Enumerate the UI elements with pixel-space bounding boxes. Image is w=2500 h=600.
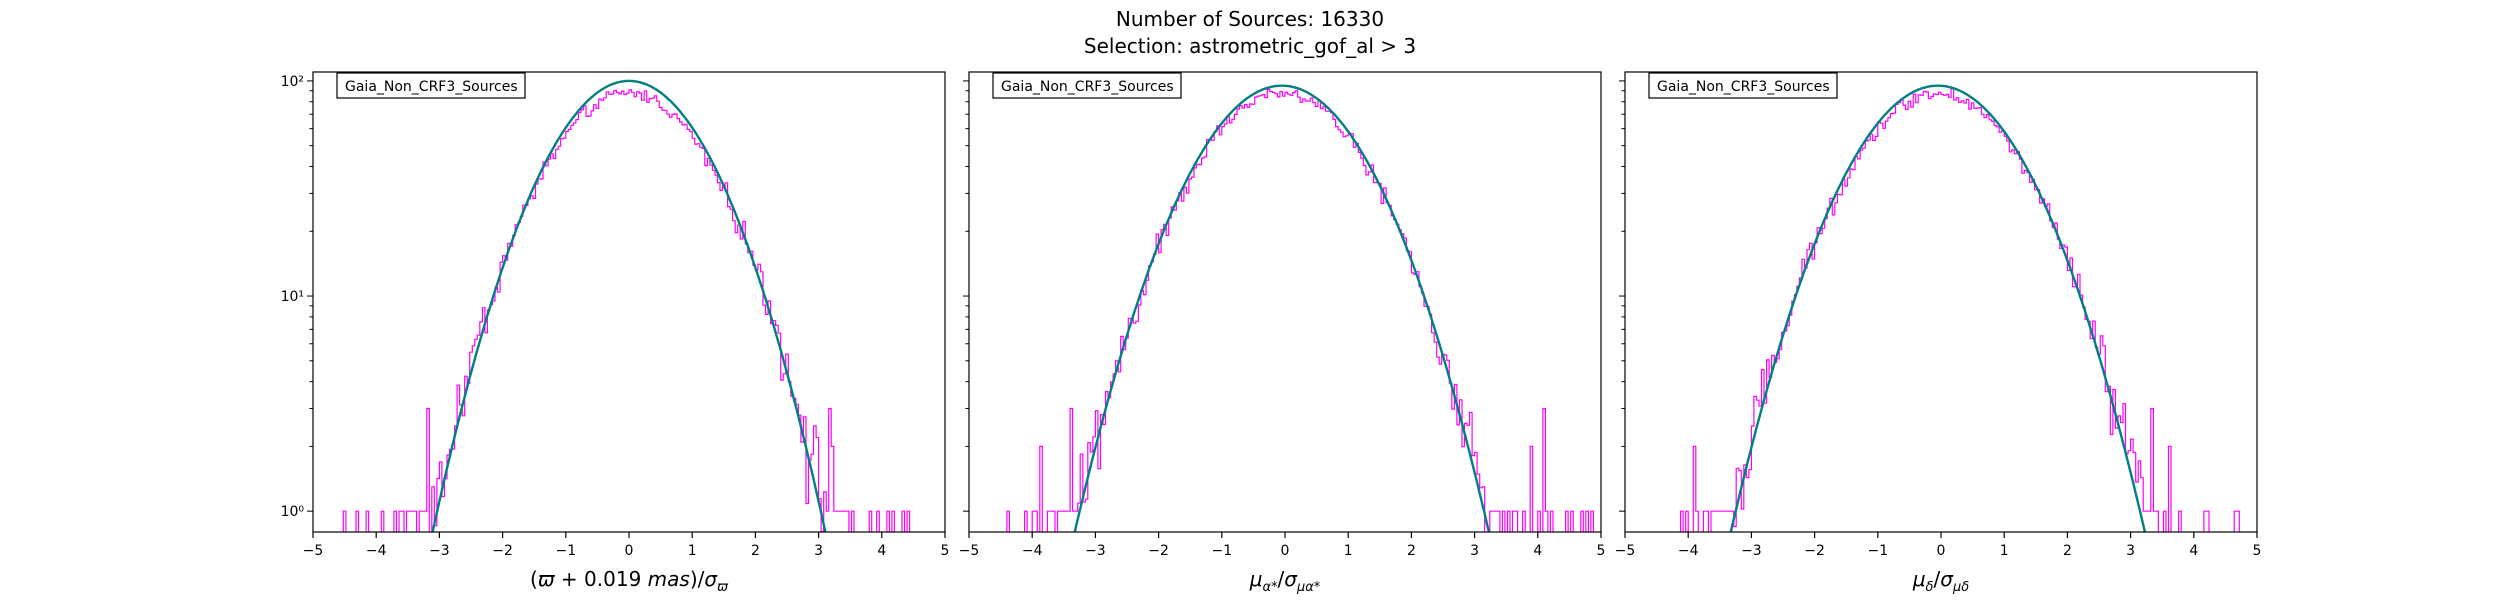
subplot-1: −5 −4 −3 −2 −1 0 1 2 3 4 5 10⁰ 10¹ 10² Gaia_Non_CRF3_S…: [281, 71, 950, 595]
x-tick-label: 3: [2126, 543, 2135, 559]
x-tick-label: −5: [303, 543, 324, 559]
x-tick-label: −2: [1804, 543, 1825, 559]
plot-area: [342, 79, 911, 532]
x-tick-label: −5: [959, 543, 980, 559]
x-tick-label: −1: [1211, 543, 1232, 559]
x-tick-label: −5: [1615, 543, 1636, 559]
histogram-series: [342, 89, 911, 532]
x-tick-label: 0: [625, 543, 634, 559]
subplot-2: −5 −4 −3 −2 −1 0 1 2 3 4 5 Gaia_Non_CRF3_Sources μα*…: [959, 71, 1606, 595]
subplot-3: −5 −4 −3 −2 −1 0 1 2 3 4 5 Gaia_Non_CRF3_Sources μδ/…: [1615, 71, 2262, 595]
x-tick-label: 4: [2189, 543, 2198, 559]
gaussian-fit-curve: [1729, 84, 2147, 532]
axes-frame: [968, 71, 1602, 533]
legend-label: Gaia_Non_CRF3_Sources: [1001, 79, 1174, 95]
y-tick-label: 10⁰: [281, 504, 305, 520]
x-tick-label: −4: [1022, 543, 1043, 559]
x-tick-label: 5: [2253, 543, 2262, 559]
x-tick-label: −3: [1085, 543, 1106, 559]
x-tick-label: 2: [751, 543, 760, 559]
x-tick-label: 0: [1281, 543, 1290, 559]
x-tick-label: 3: [1470, 543, 1479, 559]
gaussian-fit-curve: [1073, 84, 1491, 532]
plot-area: [1680, 84, 2240, 532]
legend: Gaia_Non_CRF3_Sources: [1648, 72, 1838, 99]
x-tick-label: −4: [366, 543, 387, 559]
x-tick-label: −2: [492, 543, 513, 559]
x-tick-label: 1: [1344, 543, 1353, 559]
axes-frame: [312, 71, 946, 533]
legend: Gaia_Non_CRF3_Sources: [992, 72, 1182, 99]
figure-title: Number of Sources: 16330 Selection: astr…: [0, 6, 2500, 60]
y-tick-label: 10¹: [281, 289, 304, 305]
legend-label: Gaia_Non_CRF3_Sources: [1657, 79, 1830, 95]
x-tick-label: −3: [1741, 543, 1762, 559]
plot-area: [1006, 84, 1594, 532]
x-tick-label: 4: [1533, 543, 1542, 559]
x-tick-label: −4: [1678, 543, 1699, 559]
x-axis-label: (ϖ + 0.019 mas)/σϖ: [530, 567, 729, 595]
title-line-1: Number of Sources: 16330: [1115, 7, 1385, 31]
x-tick-label: −1: [1867, 543, 1888, 559]
x-tick-label: 3: [814, 543, 823, 559]
x-tick-label: 5: [1597, 543, 1606, 559]
histogram-series: [1680, 88, 2240, 532]
x-tick-label: −2: [1148, 543, 1169, 559]
x-tick-label: −3: [429, 543, 450, 559]
x-tick-label: 1: [688, 543, 697, 559]
gaussian-fit-curve: [431, 79, 827, 532]
title-line-2: Selection: astrometric_gof_al > 3: [1083, 34, 1417, 58]
x-tick-label: 1: [2000, 543, 2009, 559]
y-tick-label: 10²: [281, 74, 304, 90]
x-tick-label: 0: [1937, 543, 1946, 559]
x-tick-label: 2: [1407, 543, 1416, 559]
axes-frame: [1624, 71, 2258, 533]
legend: Gaia_Non_CRF3_Sources: [336, 72, 526, 99]
x-axis-label: μδ/σμδ: [1912, 567, 1969, 595]
histogram-series: [1006, 88, 1594, 532]
x-tick-label: −1: [555, 543, 576, 559]
x-axis-label: μα*/σμα*: [1249, 567, 1321, 595]
x-tick-label: 4: [877, 543, 886, 559]
x-tick-label: 2: [2063, 543, 2072, 559]
legend-label: Gaia_Non_CRF3_Sources: [345, 79, 518, 95]
x-tick-label: 5: [941, 543, 950, 559]
